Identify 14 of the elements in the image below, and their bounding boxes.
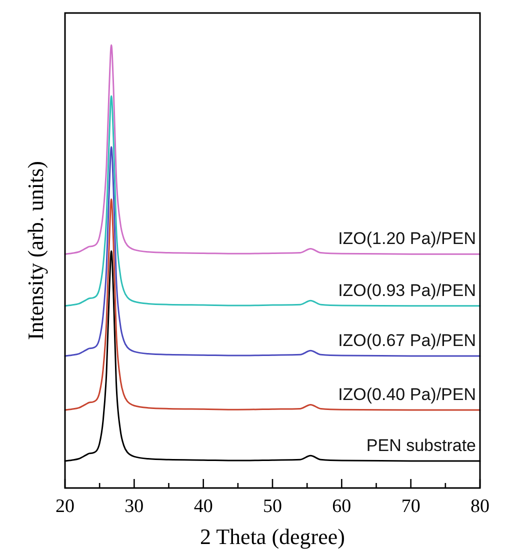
- x-axis-title: 2 Theta (degree): [200, 524, 345, 549]
- x-tick-label: 40: [194, 496, 213, 517]
- series-label: IZO(0.67 Pa)/PEN: [338, 330, 476, 350]
- x-tick-label: 80: [470, 496, 490, 517]
- x-tick-label: 20: [56, 496, 74, 517]
- x-tick-label: 30: [124, 496, 144, 517]
- x-tick-label: 50: [263, 496, 282, 517]
- series-label: IZO(0.93 Pa)/PEN: [338, 280, 476, 300]
- series-label: PEN substrate: [366, 436, 476, 455]
- x-tick-label: 60: [332, 496, 352, 517]
- y-axis-title: Intensity (arb. units): [23, 160, 48, 340]
- series-label: IZO(1.20 Pa)/PEN: [338, 229, 476, 248]
- x-tick-label: 70: [401, 496, 420, 517]
- series-label: IZO(0.40 Pa)/PEN: [338, 385, 476, 404]
